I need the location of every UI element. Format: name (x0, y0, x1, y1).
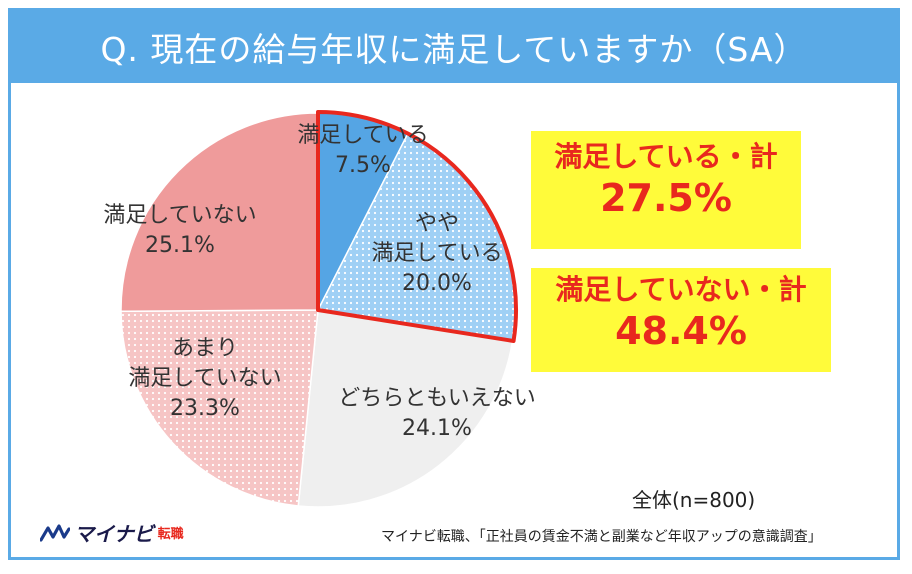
logo-sub: 転職 (157, 527, 184, 542)
chart-title-bar: Q. 現在の給与年収に満足していますか（SA） (11, 11, 897, 83)
unsatisfied-total-label: 満足していない・計 (555, 273, 807, 306)
pie-slice-2 (297, 309, 514, 508)
slice-value-1: 20.0% (402, 271, 472, 296)
satisfied-total-callout: 満足している・計 27.5% (531, 131, 801, 249)
chart-title: Q. 現在の給与年収に満足していますか（SA） (100, 30, 808, 69)
slice-label-1: やや満足している 20.0% (371, 211, 502, 296)
highlight-outline (316, 110, 518, 343)
unsatisfied-total-value: 48.4% (615, 309, 747, 354)
slice-value-4: 25.1% (145, 233, 215, 258)
satisfied-total-label: 満足している・計 (554, 140, 778, 173)
pie-slice-3 (120, 309, 319, 507)
slice-value-0: 7.5% (335, 153, 391, 178)
pie-slice-4 (120, 112, 319, 312)
slice-label-0: 満足している 7.5% (297, 123, 428, 178)
slice-label-3: あまり満足していない 23.3% (128, 336, 281, 421)
slice-label-2: どちらともいえない 24.1% (338, 386, 536, 441)
mynavi-logo: マイナビ 転職 (40, 518, 184, 547)
source-note: マイナビ転職、「正社員の賃金不満と副業など年収アップの意識調査」 (381, 529, 822, 545)
slice-label-4: 満足していない 25.1% (103, 203, 256, 258)
slice-value-3: 23.3% (170, 396, 240, 421)
unsatisfied-total-callout: 満足していない・計 48.4% (531, 268, 831, 372)
logo-text: マイナビ (74, 522, 154, 546)
satisfied-total-value: 27.5% (600, 176, 732, 221)
slice-value-2: 24.1% (402, 416, 472, 441)
mynavi-mark-icon (40, 523, 70, 542)
sample-size-note: 全体(n=800) (632, 488, 756, 512)
